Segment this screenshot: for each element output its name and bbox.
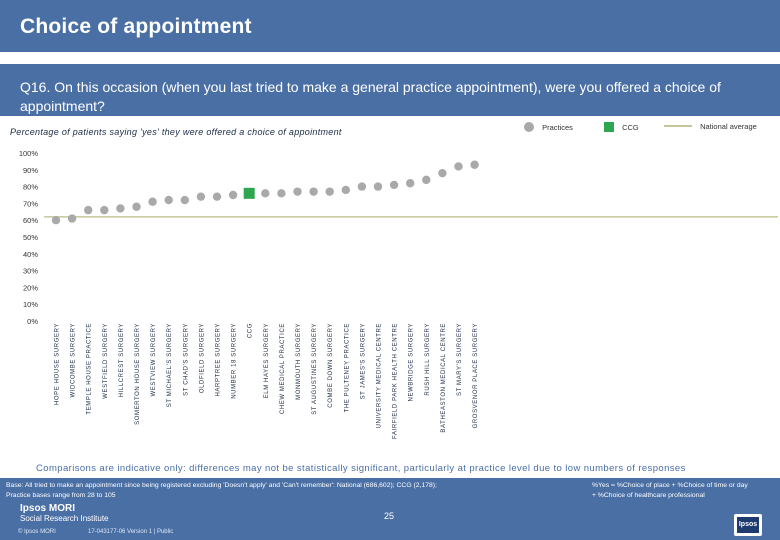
practice-point xyxy=(51,216,61,225)
y-tick-label: 70% xyxy=(23,199,38,208)
practice-point xyxy=(196,192,206,201)
practice-point xyxy=(325,187,334,196)
practice-point xyxy=(148,197,157,206)
comparison-note: Comparisons are indicative only: differe… xyxy=(36,463,686,474)
practice-point xyxy=(180,195,189,205)
category-label: ST MARY'S SURGERY xyxy=(457,323,463,396)
category-label: WESTFIELD SURGERY xyxy=(103,323,109,399)
y-tick-label: 60% xyxy=(23,216,38,225)
yes-definition-line-2: + %Choice of healthcare professional xyxy=(592,492,705,499)
practice-point xyxy=(406,179,415,188)
legend-practice-marker-icon xyxy=(524,122,534,132)
footer-bar xyxy=(0,478,780,540)
legend-practices: Practices xyxy=(524,122,573,132)
y-tick-label: 100% xyxy=(19,149,39,158)
practice-point xyxy=(357,182,367,191)
y-tick-label: 20% xyxy=(23,283,38,292)
category-label: THE PULTENEY PRACTICE xyxy=(344,323,350,412)
question-text: Q16. On this occasion (when you last tri… xyxy=(20,79,721,114)
category-label: ST MICHAEL'S SURGERY xyxy=(167,323,173,407)
category-label: CHEW MEDICAL PRACTICE xyxy=(280,323,286,414)
legend-national-line-icon xyxy=(664,125,692,127)
y-tick-label: 50% xyxy=(23,233,38,242)
y-tick-label: 10% xyxy=(23,300,38,309)
category-label: ST JAMES'S SURGERY xyxy=(360,323,366,399)
y-tick-label: 40% xyxy=(23,250,38,259)
category-label: ST AUGUSTINES SURGERY xyxy=(312,323,318,415)
header-bar xyxy=(0,0,780,52)
base-text: Base: All tried to make an appointment s… xyxy=(6,481,526,501)
chart-subtitle: Percentage of patients saying 'yes' they… xyxy=(10,127,342,137)
practice-point xyxy=(84,205,93,215)
practice-point xyxy=(132,202,141,211)
category-label: UNIVERSITY MEDICAL CENTRE xyxy=(377,323,383,428)
practice-point xyxy=(116,204,125,213)
practice-point xyxy=(212,192,222,201)
category-label: CCG xyxy=(248,323,254,338)
category-label: WESTVIEW SURGERY xyxy=(151,323,157,397)
category-label: WIDCOMBE SURGERY xyxy=(71,323,77,398)
org-subtitle: Social Research Institute xyxy=(20,514,109,523)
logo-text: Ipsos xyxy=(737,517,759,533)
copyright: © Ipsos MORI xyxy=(18,529,56,535)
category-label: HOPE HOUSE SURGERY xyxy=(55,323,61,405)
base-line-1: Base: All tried to make an appointment s… xyxy=(6,482,437,489)
legend-ccg-label: CCG xyxy=(622,123,639,132)
y-tick-label: 0% xyxy=(27,317,38,326)
ccg-point xyxy=(243,187,255,199)
category-label: HILLCREST SURGERY xyxy=(119,323,125,397)
practice-point xyxy=(309,187,318,196)
legend-ccg-marker-icon xyxy=(604,122,614,132)
practice-point xyxy=(422,175,431,185)
page-number: 25 xyxy=(384,511,395,521)
version-info: 17-043177-06 Version 1 | Public xyxy=(88,529,174,535)
y-tick-label: 30% xyxy=(23,267,38,276)
practice-point xyxy=(373,182,383,191)
practice-point xyxy=(293,187,302,196)
practice-point xyxy=(470,160,479,169)
practice-point xyxy=(454,162,463,171)
practice-point xyxy=(67,214,77,223)
ipsos-mori-wordmark: Ipsos MORI Social Research Institute xyxy=(20,503,109,523)
category-label: HARPTREE SURGERY xyxy=(216,323,222,397)
base-line-2: Practice bases range from 28 to 105 xyxy=(6,492,116,499)
category-label: FAIRFIELD PARK HEALTH CENTRE xyxy=(393,323,399,439)
category-label: COMBE DOWN SURGERY xyxy=(328,323,334,408)
practice-point xyxy=(438,168,447,178)
y-tick-label: 80% xyxy=(23,183,38,192)
practice-point xyxy=(164,195,173,205)
practice-point xyxy=(100,205,109,215)
practice-point xyxy=(389,180,399,190)
practice-point xyxy=(228,190,238,200)
org-name: Ipsos MORI xyxy=(20,503,76,514)
category-label: BATHEASTON MEDICAL CENTRE xyxy=(441,323,447,433)
category-label: MONMOUTH SURGERY xyxy=(296,323,302,400)
category-label: OLDFIELD SURGERY xyxy=(199,323,205,393)
category-label: NUMBER 18 SURGERY xyxy=(232,323,238,399)
category-label: GROSVENOR PLACE SURGERY xyxy=(473,323,479,428)
y-tick-label: 90% xyxy=(23,166,38,175)
practice-point xyxy=(261,189,270,198)
ipsos-logo-icon: Ipsos xyxy=(734,514,762,536)
page-title: Choice of appointment xyxy=(20,15,252,38)
yes-definition: %Yes = %Choice of place + %Choice of tim… xyxy=(592,481,778,501)
category-label: RUSH HILL SURGERY xyxy=(425,323,431,396)
practice-point xyxy=(341,185,350,195)
category-label: SOMERTON HOUSE SURGERY xyxy=(135,323,141,425)
category-label: ELM HAYES SURGERY xyxy=(264,323,270,398)
legend-national-label: National average xyxy=(700,122,757,131)
category-label: ST CHAD'S SURGERY xyxy=(183,323,189,396)
practice-point xyxy=(277,189,286,198)
category-label: TEMPLE HOUSE PRACTICE xyxy=(87,323,93,415)
chart: 0% 10% 20% 30% 40% 50% 60% 70% 80% 90% 100% HOPE HO… xyxy=(19,149,778,439)
legend-practices-label: Practices xyxy=(542,123,573,132)
yes-definition-line-1: %Yes = %Choice of place + %Choice of tim… xyxy=(592,482,748,489)
question-bar xyxy=(0,64,780,116)
legend-national: National average xyxy=(664,122,757,131)
category-label: NEWBRIDGE SURGERY xyxy=(409,323,415,401)
legend-ccg: CCG xyxy=(604,122,639,132)
